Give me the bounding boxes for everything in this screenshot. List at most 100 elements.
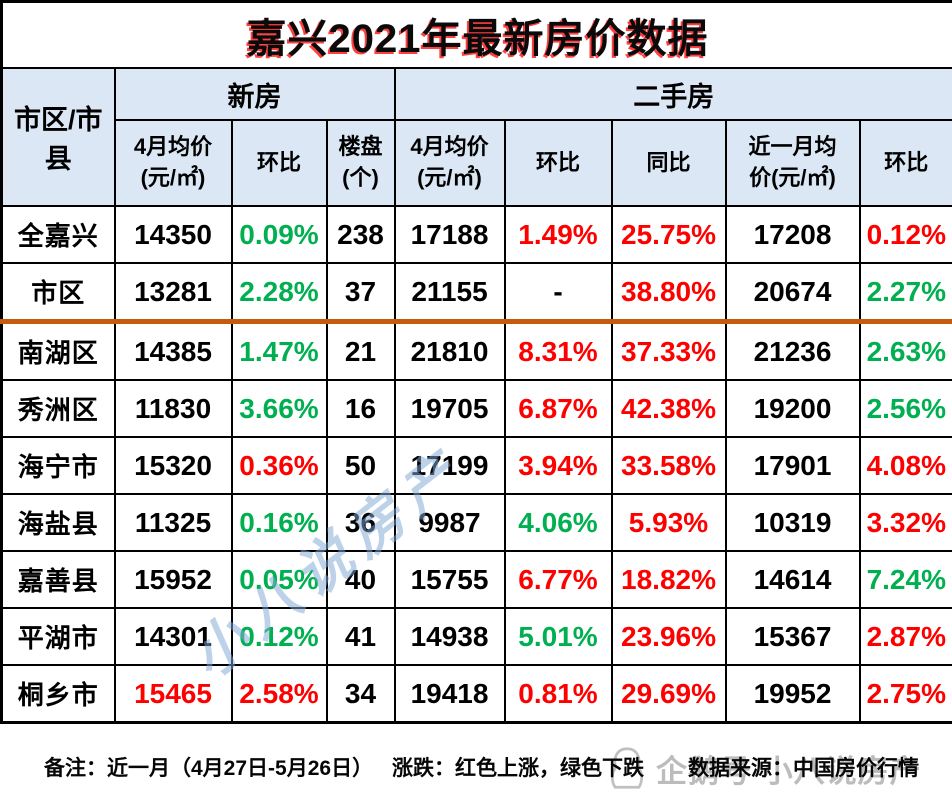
region-cell: 海宁市 (0, 436, 116, 495)
table-row: 全嘉兴 14350 0.09% 238 17188 1.49% 25.75% 17208 0.1… (0, 205, 952, 264)
value-cell: 25.75% (610, 205, 727, 264)
col-header-projects: 楼盘 (个) (325, 119, 396, 207)
value-cell: 6.77% (503, 550, 613, 609)
title-row: 嘉兴2021年最新房价数据 (0, 0, 952, 69)
value-cell: 5.01% (503, 607, 613, 666)
col-header-sh-avg-price: 4月均价 (元/㎡) (393, 119, 506, 207)
value-cell: 19952 (724, 664, 861, 724)
value-cell: 14301 (113, 607, 233, 666)
value-cell: 4.08% (858, 436, 952, 495)
col-header-new-mom: 环比 (230, 119, 328, 207)
table-row: 海盐县 11325 0.16% 36 9987 4.06% 5.93% 10319 3.32% (0, 493, 952, 552)
table-body: 全嘉兴 14350 0.09% 238 17188 1.49% 25.75% 17208 0.1… (0, 205, 952, 724)
value-cell: 238 (325, 205, 396, 264)
value-cell: 14614 (724, 550, 861, 609)
value-cell: 15320 (113, 436, 233, 495)
value-cell: 21 (325, 320, 396, 381)
footer-legend: 涨跌：红色上涨，绿色下跌 (392, 757, 644, 780)
value-cell: 14350 (113, 205, 233, 264)
value-cell: 2.63% (858, 320, 952, 381)
col-header-month-mom: 环比 (858, 119, 952, 207)
region-cell: 市区 (0, 262, 116, 324)
table-row: 桐乡市 15465 2.58% 34 19418 0.81% 29.69% 19952 2.75… (0, 664, 952, 724)
value-cell: 21236 (724, 320, 861, 381)
value-cell: 17188 (393, 205, 506, 264)
value-cell: 15755 (393, 550, 506, 609)
value-cell: 14938 (393, 607, 506, 666)
value-cell: 15367 (724, 607, 861, 666)
col-header-new-house: 新房 (113, 67, 396, 121)
value-cell: 0.12% (858, 205, 952, 264)
footer-note: 备注：近一月（4月27日-5月26日） (44, 757, 374, 780)
value-cell: 8.31% (503, 320, 613, 381)
value-cell: 6.87% (503, 379, 613, 438)
price-table: 嘉兴2021年最新房价数据 市区/市县 新房 二手房 4月均价 (元/㎡) 环比… (0, 0, 952, 724)
col-header-month-avg-price: 近一月均 价(元/㎡) (724, 119, 861, 207)
value-cell: 42.38% (610, 379, 727, 438)
value-cell: 3.94% (503, 436, 613, 495)
value-cell: 7.24% (858, 550, 952, 609)
value-cell: 2.27% (858, 262, 952, 324)
value-cell: 29.69% (610, 664, 727, 724)
page-title: 嘉兴2021年最新房价数据 (0, 0, 952, 69)
value-cell: 1.49% (503, 205, 613, 264)
value-cell: 0.16% (230, 493, 328, 552)
header-group-row: 市区/市县 新房 二手房 (0, 67, 952, 207)
value-cell: 19200 (724, 379, 861, 438)
table-row: 嘉善县 15952 0.05% 40 15755 6.77% 18.82% 14614 7.24… (0, 550, 952, 609)
value-cell: 15465 (113, 664, 233, 724)
value-cell: 2.58% (230, 664, 328, 724)
value-cell: 2.75% (858, 664, 952, 724)
value-cell: 0.09% (230, 205, 328, 264)
col-header-sh-yoy: 同比 (610, 119, 727, 207)
region-cell: 桐乡市 (0, 664, 116, 724)
value-cell: 3.32% (858, 493, 952, 552)
value-cell: 20674 (724, 262, 861, 324)
value-cell: 17208 (724, 205, 861, 264)
value-cell: 4.06% (503, 493, 613, 552)
value-cell: 2.56% (858, 379, 952, 438)
value-cell: 9987 (393, 493, 506, 552)
value-cell: 37.33% (610, 320, 727, 381)
value-cell: 23.96% (610, 607, 727, 666)
value-cell: 34 (325, 664, 396, 724)
value-cell: 10319 (724, 493, 861, 552)
value-cell: 11830 (113, 379, 233, 438)
value-cell: 2.28% (230, 262, 328, 324)
footer-source: 数据来源：中国房价行情 (688, 757, 919, 780)
value-cell: 41 (325, 607, 396, 666)
value-cell: 0.81% (503, 664, 613, 724)
footer: 企鹅号 小八说房产 备注：近一月（4月27日-5月26日） 涨跌：红色上涨，绿色… (0, 740, 952, 796)
value-cell: 0.05% (230, 550, 328, 609)
value-cell: 1.47% (230, 320, 328, 381)
col-header-new-avg-price: 4月均价 (元/㎡) (113, 119, 233, 207)
value-cell: 21810 (393, 320, 506, 381)
region-cell: 平湖市 (0, 607, 116, 666)
region-cell: 海盐县 (0, 493, 116, 552)
value-cell: 5.93% (610, 493, 727, 552)
col-header-region: 市区/市县 (0, 67, 116, 207)
value-cell: 38.80% (610, 262, 727, 324)
value-cell: 36 (325, 493, 396, 552)
col-header-second-hand: 二手房 (393, 67, 952, 121)
value-cell: 2.87% (858, 607, 952, 666)
table-row: 秀洲区 11830 3.66% 16 19705 6.87% 42.38% 19200 2.56… (0, 379, 952, 438)
value-cell: 40 (325, 550, 396, 609)
value-cell: 21155 (393, 262, 506, 324)
value-cell: 19418 (393, 664, 506, 724)
region-cell: 秀洲区 (0, 379, 116, 438)
value-cell: 18.82% (610, 550, 727, 609)
value-cell: 14385 (113, 320, 233, 381)
col-header-sh-mom: 环比 (503, 119, 613, 207)
region-cell: 嘉善县 (0, 550, 116, 609)
header-sub-row: 4月均价 (元/㎡) 环比 楼盘 (个) 4月均价 (元/㎡) 环比 同比 近一… (2, 119, 952, 207)
value-cell: 37 (325, 262, 396, 324)
value-cell: 11325 (113, 493, 233, 552)
table-row: 市区 13281 2.28% 37 21155-38.80% 20674 2.27% (0, 262, 952, 324)
value-cell: 19705 (393, 379, 506, 438)
value-cell: 13281 (113, 262, 233, 324)
value-cell: 3.66% (230, 379, 328, 438)
value-cell: 15952 (113, 550, 233, 609)
table-row: 南湖区 14385 1.47% 21 21810 8.31% 37.33% 21236 2.63… (0, 320, 952, 381)
